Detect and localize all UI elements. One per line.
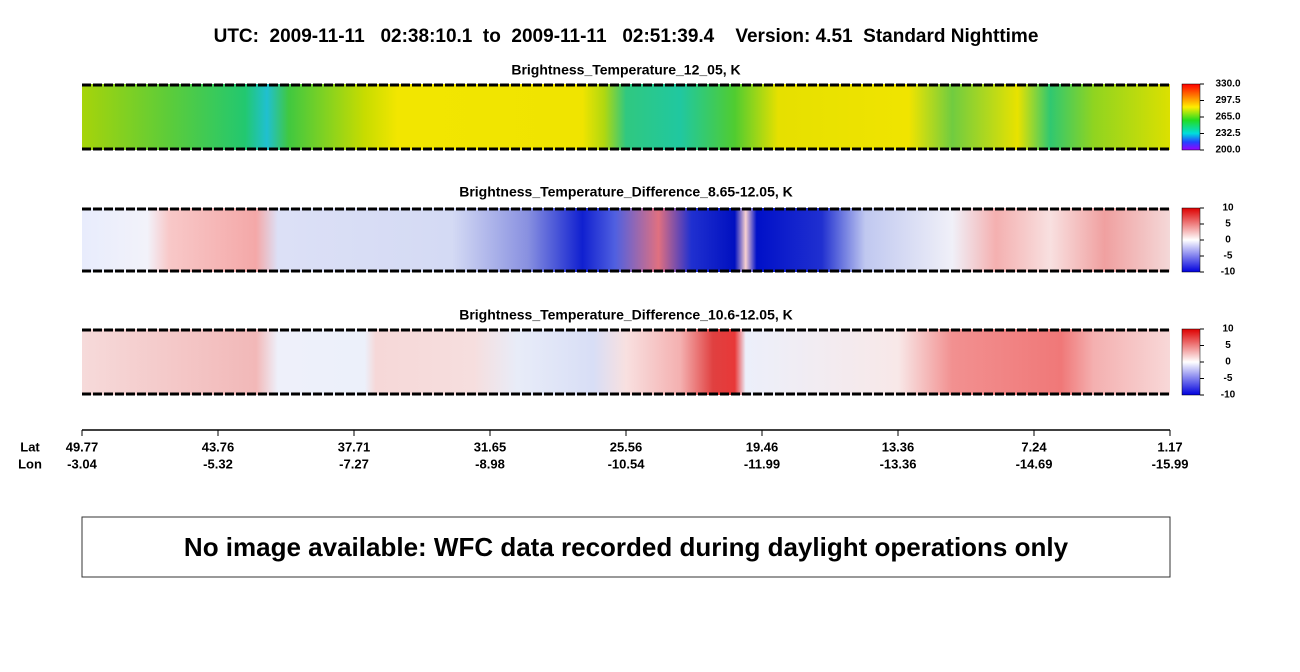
lat-tick-label: 49.77 [66, 439, 99, 454]
colorbar-tick-label: 232.5 [1215, 128, 1240, 139]
lon-tick-label: -15.99 [1152, 456, 1189, 471]
colorbar-tick-label: -5 [1224, 251, 1233, 262]
message: No image available: WFC data recorded du… [184, 532, 1069, 562]
image-strip [82, 208, 1170, 272]
colorbar-tick-label: 200.0 [1215, 145, 1240, 156]
panel-title: Brightness_Temperature_Difference_8.65-1… [459, 184, 793, 200]
lat-tick-label: 37.71 [338, 439, 371, 454]
lat-tick-label: 19.46 [746, 439, 779, 454]
panel-title: Brightness_Temperature_12_05, K [511, 62, 740, 78]
image-strip [82, 84, 1170, 150]
lat-tick-label: 13.36 [882, 439, 915, 454]
lon-label: Lon [18, 456, 42, 471]
colorbar-tick-label: 265.0 [1215, 112, 1240, 123]
lon-tick-label: -10.54 [608, 456, 646, 471]
lon-tick-label: -13.36 [880, 456, 917, 471]
colorbar-tick-label: 10 [1222, 203, 1234, 214]
colorbar-tick-label: 10 [1222, 324, 1234, 335]
lat-tick-label: 43.76 [202, 439, 235, 454]
message-box [81, 516, 1171, 578]
colorbar [1181, 328, 1201, 396]
colorbar-tick-label: 5 [1225, 340, 1231, 351]
lat-label: Lat [20, 439, 40, 454]
colorbar-tick-label: 5 [1225, 219, 1231, 230]
panel-title: Brightness_Temperature_Difference_10.6-1… [459, 307, 793, 323]
colorbar-tick-label: 297.5 [1215, 95, 1240, 106]
lat-tick-label: 25.56 [610, 439, 643, 454]
colorbar [1181, 207, 1201, 273]
lon-tick-label: -14.69 [1016, 456, 1053, 471]
colorbar-tick-label: -10 [1221, 267, 1236, 278]
lon-tick-label: -3.04 [67, 456, 97, 471]
image-strip [82, 329, 1170, 395]
lon-tick-label: -8.98 [475, 456, 505, 471]
lat-tick-label: 31.65 [474, 439, 507, 454]
colorbar-tick-label: 0 [1225, 235, 1231, 246]
page-title: UTC: 2009-11-11 02:38:10.1 to 2009-11-11… [214, 26, 1039, 47]
colorbar-tick-label: -10 [1221, 390, 1236, 401]
colorbar-tick-label: -5 [1224, 373, 1233, 384]
lon-tick-label: -11.99 [744, 456, 780, 471]
colorbar-tick-label: 0 [1225, 357, 1231, 368]
colorbar-tick-label: 330.0 [1215, 79, 1240, 90]
colorbar [1181, 83, 1201, 151]
lon-tick-label: -5.32 [203, 456, 233, 471]
lat-tick-label: 1.17 [1157, 439, 1182, 454]
lat-tick-label: 7.24 [1021, 439, 1047, 454]
lon-tick-label: -7.27 [339, 456, 369, 471]
